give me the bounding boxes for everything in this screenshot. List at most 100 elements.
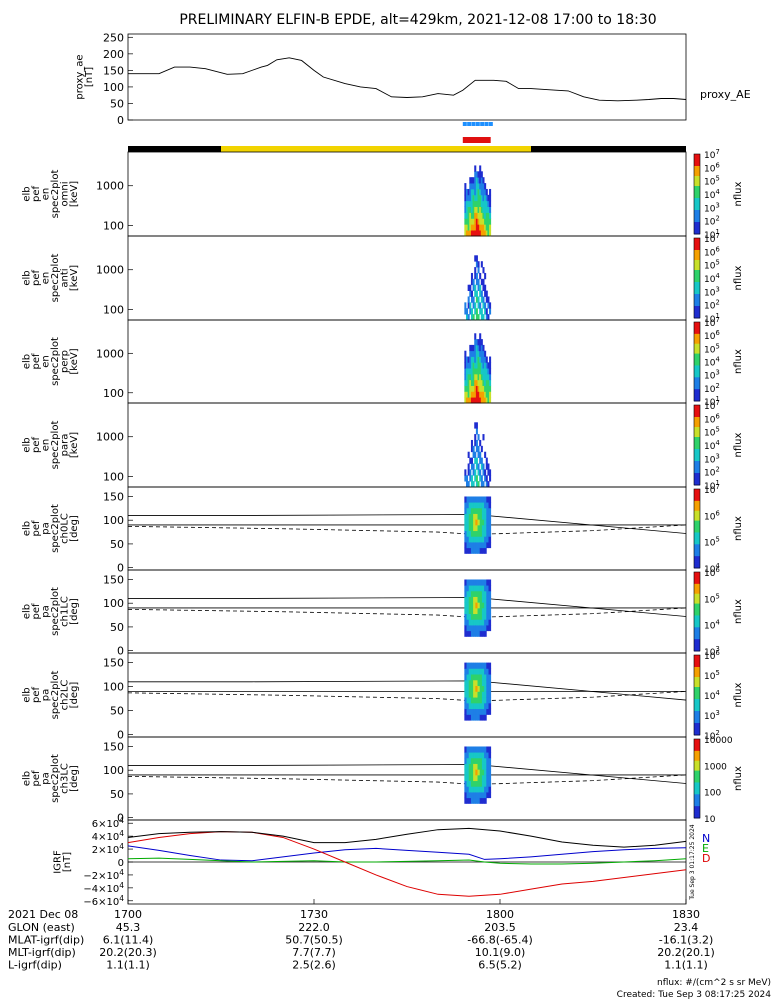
panel-ch2LC-cell [470,674,474,681]
panel-omni-cell [475,212,478,219]
igrf-legend-N: N [702,832,710,845]
panel-para-cell [470,457,473,464]
panel-omni-cell [485,218,488,225]
panel-perp-cell [475,379,478,386]
panel-ch2LC-colorbar-segment [694,721,700,724]
panel-ch2LC-cell [468,697,472,704]
panel-anti-cell [477,261,480,268]
panel-omni-cell [474,230,477,237]
panel-ch0LC-cell [488,542,492,549]
panel-omni-colorbar-segment [694,198,700,201]
panel-ch0LC-cell [473,507,476,514]
panel-ch3LC-colorbar-segment [694,764,700,768]
panel-perp-cell [472,385,475,392]
panel-ch2LC-cell [488,697,492,704]
panel-ch1LC-colorbar-segment [694,581,700,585]
panel-perp-cell [469,362,472,369]
panel-omni-cell [489,200,492,207]
panel-omni-cell [472,212,475,219]
panel-omni-cell [472,200,475,207]
panel-ch2LC-cell [481,714,485,721]
panel-anti-cell [487,302,490,309]
panel-ch0LC-cell [464,513,467,520]
panel-ch0LC-cell [481,542,485,549]
panel-ch2LC-cell [486,691,489,698]
panel-ch3LC-cell [486,780,489,787]
panel-para-cell [475,481,478,488]
panel-ch1LC-cell [488,607,492,615]
igrf-series-D [127,831,687,897]
x-tick-label: 1830 [672,908,700,921]
panel-anti-ylabel-line: elb [21,270,32,285]
panel-ch2LC-cell [468,674,472,681]
panel-para-colorbar-label-text: nflux [733,432,744,457]
panel-ch1LC-colorbar-segment [694,629,700,632]
panel-perp-cell [489,385,492,392]
panel-omni-cell [479,183,482,190]
panel-ch3LC-tick-label: 150 [103,740,124,753]
panel-omni-colorbar-tick-label: 104 [704,188,720,201]
panel-ch0LC-cell [475,542,478,549]
panel-omni-cell [464,183,467,190]
panel-ch0LC-cell [466,524,470,532]
panel-ch3LC-colorbar-segment [694,768,700,772]
panel-ch2LC-cell [479,702,483,710]
panel-omni-cell [467,206,470,213]
panel-perp-cell [474,379,477,386]
panel-perp-colorbar-segment [694,323,700,327]
panel-ch1LC-cell [466,613,470,620]
panel-perp-cell [489,356,492,363]
panel-omni-cell [469,206,472,213]
panel-omni-cell [475,224,478,231]
panel-ch3LC-cell [481,792,485,799]
panel-ch1LC-frame [127,569,687,654]
panel-omni-cell [484,224,487,231]
panel-ch0LC-cell [468,547,472,554]
panel-omni-colorbar-segment [694,200,700,203]
panel-anti-cell [484,284,487,291]
panel-ch2LC-colorbar-segment [694,729,700,732]
panel-ch3LC-cell [488,780,492,787]
panel-para-cell [477,481,480,488]
panel-ch1LC-cell [481,579,485,586]
panel-perp-cell [469,373,472,381]
panel-perp-cell [482,397,485,404]
panel-ch2LC-cell [464,697,467,704]
panel-ch1LC-cell [488,613,492,620]
panel-perp-cell [479,362,482,369]
panel-para-cell [485,481,488,488]
panel-ch2LC-cell [470,679,474,687]
panel-perp-cell [489,373,492,381]
panel-anti-colorbar-segment [694,278,700,281]
panel-anti-cell [475,290,478,297]
panel-ch1LC-cell [468,579,472,586]
panel-anti-cell [475,278,478,286]
panel-omni-cell [484,200,487,207]
panel-omni-cell [487,206,490,213]
panel-ch1LC-cell [484,596,487,603]
panel-para-cell [470,439,473,447]
panel-para-cell [472,469,475,476]
panel-ch0LC-cell [464,519,467,526]
panel-perp-cell [464,350,467,357]
panel-para-cell [487,469,490,476]
panel-ch2LC-cell [473,685,476,692]
panel-anti-cell [484,302,487,309]
panel-para-colorbar-segment [694,443,700,446]
panel-omni-cell [465,206,469,213]
panel-ch3LC-cell [466,786,470,793]
panel-ch0LC-cell [470,530,474,537]
panel-ch1LC-colorbar-segment [694,611,700,614]
panel-ch1LC-cell [473,602,476,609]
panel-para-cell [475,457,478,464]
panel-ch3LC-cell [473,797,476,804]
panel-perp-cell [474,339,477,346]
panel-perp-cell [487,391,490,398]
panel-omni-cell [489,194,492,202]
panel-omni-cell [482,224,485,231]
panel-ch1LC-colorbar-segment [694,583,700,587]
panel-ch0LC-colorbar-segment [694,554,700,557]
panel-ch2LC-cell [479,679,483,687]
panel-para-cell [482,463,485,470]
